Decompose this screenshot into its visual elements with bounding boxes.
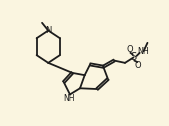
Text: O: O xyxy=(126,44,133,54)
Text: NH: NH xyxy=(138,47,149,56)
Text: N: N xyxy=(45,26,51,35)
Text: S: S xyxy=(130,52,137,62)
Text: O: O xyxy=(135,61,141,70)
Text: NH: NH xyxy=(63,94,75,103)
